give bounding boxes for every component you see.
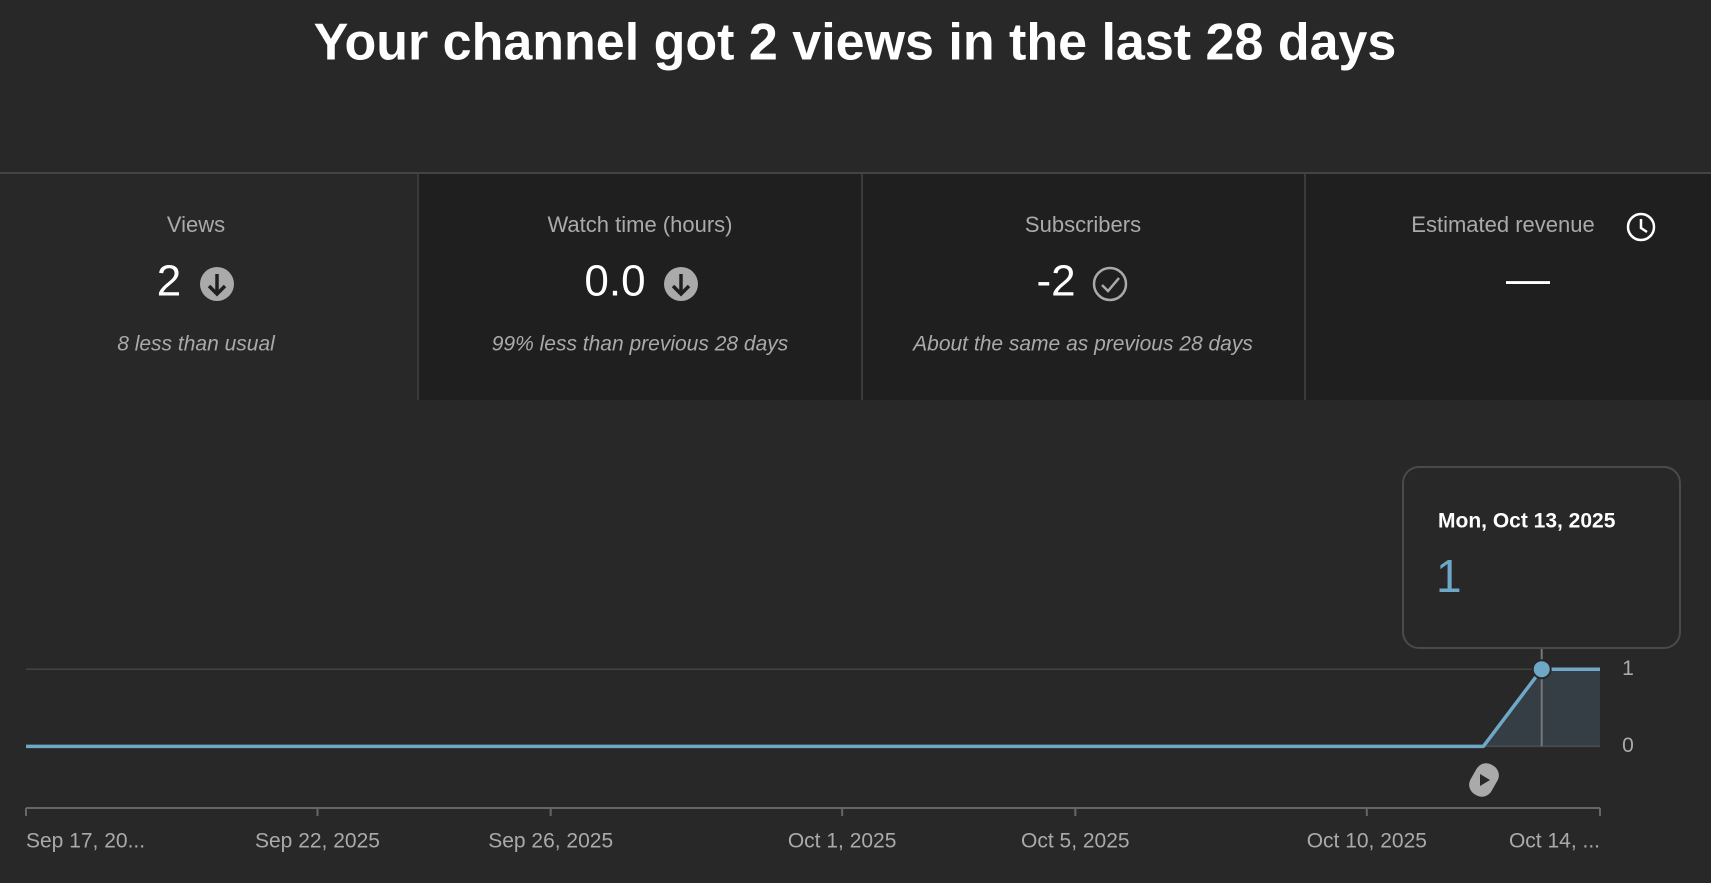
y-tick-label: 1 [1622, 657, 1634, 680]
metric-note: About the same as previous 28 days [911, 333, 1253, 356]
y-tick-label: 0 [1622, 734, 1634, 757]
hover-point [1531, 659, 1552, 680]
x-tick-label: Oct 5, 2025 [1021, 830, 1130, 853]
x-tick-label: Sep 26, 2025 [488, 830, 613, 853]
shorts-icon [1469, 763, 1499, 797]
chart: 0 1 Sep 17, 20... Sep 22, 2025 Sep 26, 2025 O… [25, 466, 1681, 853]
x-tick-label: Sep 17, 20... [26, 830, 145, 853]
metric-value: 0.0 [584, 257, 645, 306]
metric-tab[interactable] [862, 174, 1305, 400]
clock-icon [1626, 212, 1656, 242]
page-title: Your channel got 2 views in the last 28 … [314, 14, 1397, 72]
metric-label: Watch time (hours) [547, 212, 732, 237]
tooltip-date: Mon, Oct 13, 2025 [1438, 510, 1616, 533]
x-tick-label: Oct 14, ... [1509, 830, 1600, 853]
metric-value: -2 [1036, 257, 1075, 306]
metric-label: Views [167, 212, 225, 237]
metric-value: — [1506, 255, 1550, 304]
line [26, 667, 1600, 749]
metric-note: 99% less than previous 28 days [492, 333, 789, 356]
metric-tab[interactable] [418, 174, 862, 400]
metric-label: Estimated revenue [1411, 212, 1594, 237]
metric-value: 2 [157, 257, 181, 306]
trend-down-icon [200, 267, 234, 301]
metric-label: Subscribers [1025, 212, 1141, 237]
metric-tab[interactable] [1305, 174, 1711, 400]
x-tick-label: Oct 10, 2025 [1307, 830, 1427, 853]
trend-down-icon [664, 267, 698, 301]
x-tick-label: Oct 1, 2025 [788, 830, 897, 853]
metric-note: 8 less than usual [117, 333, 276, 356]
tooltip-value: 1 [1436, 550, 1462, 602]
tooltip [1402, 466, 1681, 649]
x-tick-label: Sep 22, 2025 [255, 830, 380, 853]
check-icon [1092, 266, 1128, 302]
